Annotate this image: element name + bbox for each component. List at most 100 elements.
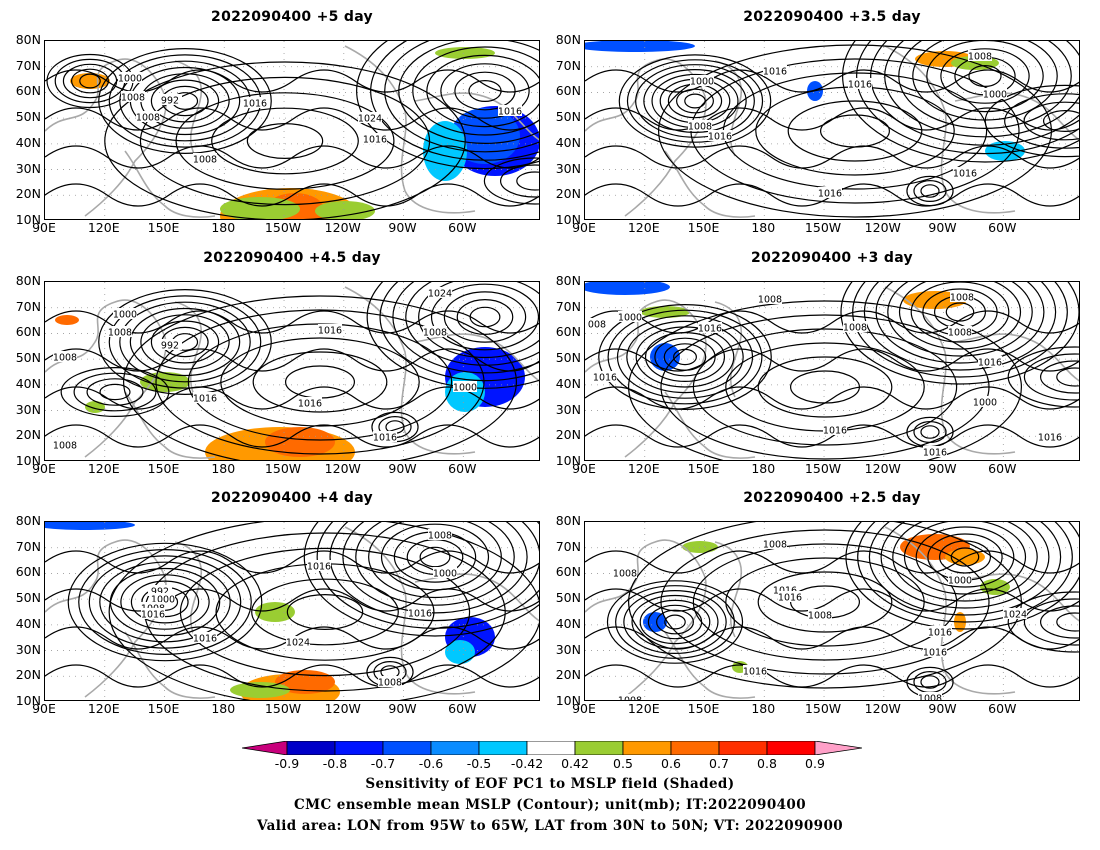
- panel-title: 2022090400 +5 day: [211, 9, 373, 25]
- isobar: [1007, 346, 1079, 408]
- lon-tick-label: 90E: [572, 220, 596, 235]
- isobar-label: 1008: [618, 696, 642, 702]
- isobar: [45, 664, 539, 688]
- isobar: [915, 526, 1015, 588]
- lon-tick-label: 90E: [572, 701, 596, 716]
- isobar-label-bg: [318, 324, 342, 335]
- isobar: [585, 386, 1079, 410]
- isobar-label-bg: [818, 187, 842, 198]
- isobar: [984, 84, 1079, 158]
- panel-title: 2022090400 +4 day: [211, 490, 373, 506]
- lon-tick-label: 60W: [988, 220, 1017, 235]
- sensitivity-shading: [45, 522, 135, 530]
- lat-tick-label: 60N: [555, 324, 581, 340]
- isobar: [454, 71, 516, 111]
- isobar: [211, 107, 359, 175]
- isobar: [887, 282, 1033, 357]
- coastline: [714, 541, 742, 638]
- isobar: [108, 522, 539, 700]
- colorbar: [242, 741, 862, 755]
- isobar: [940, 48, 1030, 104]
- isobar-label-bg: [307, 560, 331, 571]
- isobar: [939, 540, 992, 574]
- isobar-label-bg: [428, 287, 452, 298]
- lat-tick-label: 60N: [555, 564, 581, 580]
- lat-tick-label: 80N: [15, 32, 41, 47]
- isobar: [1023, 598, 1079, 646]
- isobar: [840, 282, 1079, 385]
- sensitivity-shading: [55, 315, 79, 325]
- isobar: [303, 522, 539, 637]
- isobar-label-bg: [688, 120, 712, 131]
- lon-tick-label: 180: [751, 701, 776, 716]
- isobar: [639, 599, 711, 645]
- coastline: [344, 286, 476, 455]
- lon-tick-label: 120E: [627, 220, 660, 235]
- coastline: [585, 58, 707, 217]
- lat-tick-label: 10N: [15, 212, 41, 227]
- isobar-label-bg: [151, 593, 175, 604]
- isobar: [98, 47, 272, 155]
- isobar-label: 1016: [363, 135, 387, 146]
- isobar-label-bg: [923, 646, 947, 657]
- isobar: [1007, 591, 1079, 653]
- isobar: [585, 424, 1079, 448]
- lon-tick-label: 120E: [87, 461, 120, 476]
- sensitivity-shading: [585, 41, 695, 52]
- isobar: [130, 580, 200, 624]
- isobar-label: 1016: [953, 169, 977, 180]
- isobar-label-bg: [973, 396, 997, 407]
- isobar-label-bg: [428, 529, 452, 540]
- lon-tick-label: 150E: [687, 701, 720, 716]
- lat-tick-label: 30N: [555, 401, 581, 417]
- lat-tick-label: 80N: [555, 32, 581, 47]
- isobar-label: 1008: [423, 328, 447, 339]
- colorbar-segment: [574, 741, 624, 755]
- isobar: [71, 68, 109, 94]
- lon-tick-label: 60W: [448, 461, 477, 476]
- lat-tick-label: 70N: [555, 298, 581, 314]
- sensitivity-shading: [230, 682, 290, 698]
- coastline: [45, 539, 167, 698]
- isobar-label: 1008: [948, 328, 972, 339]
- lon-tick-label: 90W: [928, 461, 957, 476]
- isobar-label-bg: [363, 133, 387, 144]
- isobar: [468, 79, 502, 102]
- isobar-label: 1016: [823, 426, 847, 437]
- isobar: [692, 543, 958, 661]
- isobar-label: 1008: [763, 540, 787, 551]
- colorbar-segment: [382, 741, 432, 755]
- colorbar-segment: [622, 741, 672, 755]
- lon-tick-label: 120W: [324, 220, 361, 235]
- isobar-label-bg: [141, 602, 165, 613]
- isobar: [870, 41, 1079, 146]
- isobar: [945, 302, 975, 322]
- isobar: [892, 522, 1038, 602]
- isobar-label: 1016: [978, 358, 1002, 369]
- isobar-label: 008: [588, 320, 606, 331]
- isobar-label: 1016: [708, 132, 732, 143]
- isobar: [656, 609, 694, 635]
- isobar: [62, 63, 118, 99]
- isobar-label: 1016: [298, 399, 322, 410]
- isobar: [405, 282, 539, 366]
- map-canvas: 1000 1008 992 1016 1016 1016 1024 1008 1000 1016 1…: [45, 282, 539, 460]
- isobar-label: 1016: [848, 80, 872, 91]
- isobar: [398, 41, 539, 144]
- isobar-label: 1016: [698, 324, 722, 335]
- colorbar-tick-label: -0.8: [322, 756, 348, 771]
- isobar: [79, 73, 101, 89]
- isobar: [119, 301, 251, 383]
- lat-tick-label: 40N: [15, 615, 41, 631]
- lat-tick-label: 80N: [15, 513, 41, 528]
- isobar-label-bg: [53, 439, 77, 450]
- lon-tick-label: 150E: [687, 461, 720, 476]
- coastline: [414, 92, 539, 141]
- isobar: [140, 314, 230, 370]
- lat-tick-label: 10N: [15, 453, 41, 468]
- lon-tick-label: 90E: [32, 220, 56, 235]
- colorbar-segment: [478, 741, 528, 755]
- isobar-label: 1008: [918, 694, 942, 702]
- lon-tick-label: 90W: [928, 701, 957, 716]
- lon-tick-label: 90E: [32, 701, 56, 716]
